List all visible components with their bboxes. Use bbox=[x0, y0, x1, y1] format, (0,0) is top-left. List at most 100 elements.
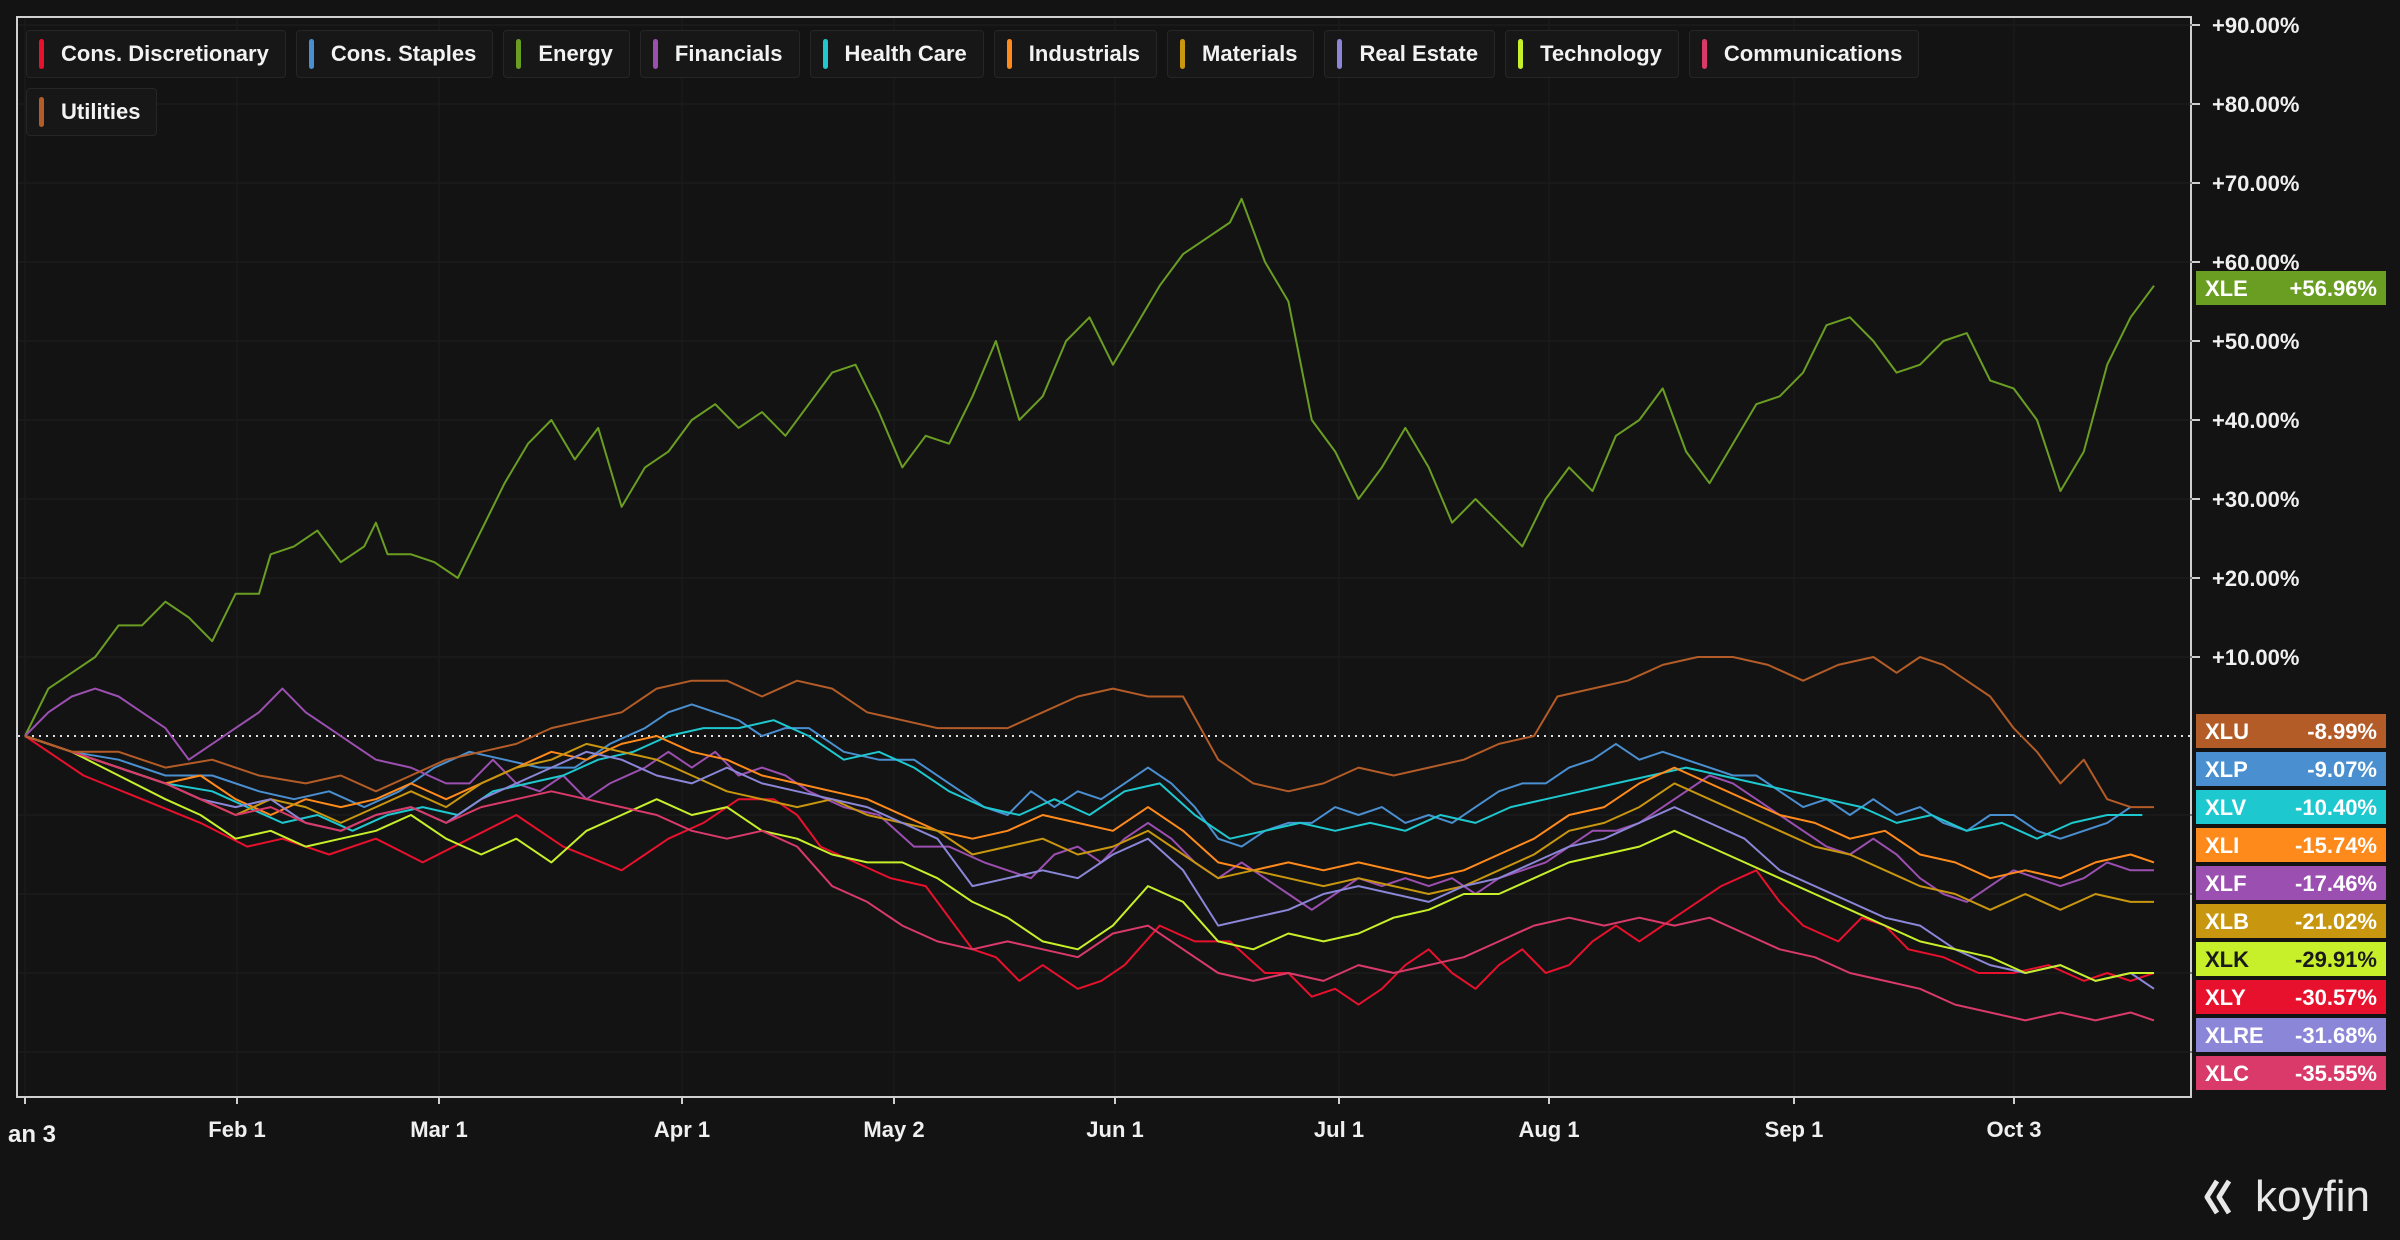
series-line-xlf bbox=[24, 687, 2154, 911]
price-badge-value: -35.55% bbox=[2295, 1061, 2377, 1086]
brand: koyfin bbox=[2203, 1172, 2370, 1222]
price-badge-xlu: XLU -8.99% bbox=[2196, 714, 2386, 748]
x-tick-label: Sep 1 bbox=[1765, 1117, 1824, 1142]
y-tick-label: +50.00% bbox=[2212, 329, 2299, 354]
legend-item-xlc[interactable]: Communications bbox=[1688, 30, 1920, 78]
price-badge-xli: XLI -15.74% bbox=[2196, 828, 2386, 862]
legend-label: Energy bbox=[538, 41, 613, 66]
x-tick-label: an 3 bbox=[8, 1121, 56, 1148]
y-tick-label: +80.00% bbox=[2212, 92, 2299, 117]
price-badge-xly: XLY -30.57% bbox=[2196, 980, 2386, 1014]
legend-label: Health Care bbox=[844, 41, 967, 66]
price-badges: XLE +56.96% XLU -8.99% XLP -9.07% XLV -10.40% XL… bbox=[2196, 271, 2386, 1090]
price-badge-value: -30.57% bbox=[2295, 985, 2377, 1010]
legend-swatch bbox=[516, 39, 522, 69]
series-line-xlv bbox=[24, 719, 2143, 840]
price-badge-bg bbox=[2196, 1018, 2386, 1052]
price-badge-bg bbox=[2196, 904, 2386, 938]
legend-swatch bbox=[39, 39, 44, 69]
x-tick-label: Apr 1 bbox=[654, 1117, 710, 1142]
legend-swatch bbox=[1180, 39, 1186, 69]
price-badge-bg bbox=[2196, 752, 2386, 786]
legend-swatch bbox=[1006, 39, 1012, 69]
legend-label: Cons. Discretionary bbox=[61, 41, 269, 66]
y-tick-label: +40.00% bbox=[2212, 408, 2299, 433]
legend-swatch bbox=[1701, 39, 1707, 69]
legend-item-xlk[interactable]: Technology bbox=[1505, 30, 1679, 78]
price-badge-xlc: XLC -35.55% bbox=[2196, 1056, 2386, 1090]
legend-label: Communications bbox=[1723, 41, 1903, 66]
legend: Cons. Discretionary Cons. Staples Energy Fi… bbox=[26, 30, 1926, 136]
price-badge-value: -15.74% bbox=[2295, 833, 2377, 858]
price-badge-bg bbox=[2196, 828, 2386, 862]
price-badge-ticker: XLK bbox=[2205, 947, 2249, 972]
price-badge-value: -31.68% bbox=[2295, 1023, 2377, 1048]
legend-item-xli[interactable]: Industrials bbox=[993, 30, 1158, 78]
price-badge-ticker: XLP bbox=[2205, 757, 2248, 782]
price-badge-ticker: XLU bbox=[2205, 719, 2249, 744]
x-tick-label: Aug 1 bbox=[1518, 1117, 1579, 1142]
price-badge-value: -10.40% bbox=[2295, 795, 2377, 820]
series-line-xlu bbox=[24, 656, 2154, 809]
price-badge-xle: XLE +56.96% bbox=[2196, 271, 2386, 305]
y-axis: +90.00% +80.00% +70.00% +60.00% +50.00% +40.0… bbox=[2192, 13, 2299, 670]
legend-item-xlv[interactable]: Health Care bbox=[809, 30, 984, 78]
price-badge-value: -9.07% bbox=[2307, 757, 2377, 782]
series-line-xlc bbox=[24, 735, 2155, 1022]
price-badge-ticker: XLRE bbox=[2205, 1023, 2264, 1048]
legend-item-xlu[interactable]: Utilities bbox=[26, 88, 158, 136]
y-tick-label: +10.00% bbox=[2212, 645, 2299, 670]
koyfin-logo-icon bbox=[2204, 1179, 2232, 1215]
price-badge-bg bbox=[2196, 790, 2386, 824]
legend-swatch bbox=[1518, 39, 1524, 69]
brand-name: koyfin bbox=[2255, 1172, 2370, 1221]
price-badge-ticker: XLI bbox=[2205, 833, 2239, 858]
legend-label: Financials bbox=[674, 41, 783, 66]
x-tick-label: Oct 3 bbox=[1986, 1117, 2041, 1142]
legend-label: Industrials bbox=[1028, 41, 1141, 66]
series-line-xle bbox=[24, 197, 2155, 737]
legend-swatch bbox=[308, 39, 314, 69]
legend-swatch bbox=[39, 97, 44, 127]
price-badge-ticker: XLE bbox=[2205, 276, 2248, 301]
price-badge-bg bbox=[2196, 980, 2386, 1014]
grid-lines bbox=[18, 18, 2192, 1096]
legend-item-xle[interactable]: Energy bbox=[503, 30, 630, 78]
legend-label: Materials bbox=[1202, 41, 1298, 66]
price-badge-xlb: XLB -21.02% bbox=[2196, 904, 2386, 938]
legend-item-xlre[interactable]: Real Estate bbox=[1324, 30, 1496, 78]
y-tick-label: +70.00% bbox=[2212, 171, 2299, 196]
legend-item-xlf[interactable]: Financials bbox=[639, 30, 800, 78]
y-tick-label: +90.00% bbox=[2212, 13, 2299, 38]
price-badge-bg bbox=[2196, 1056, 2386, 1090]
y-tick-label: +30.00% bbox=[2212, 487, 2299, 512]
x-tick-label: Mar 1 bbox=[410, 1117, 467, 1142]
legend-item-xlb[interactable]: Materials bbox=[1167, 30, 1315, 78]
series-line-xli bbox=[24, 735, 2155, 880]
price-badge-bg bbox=[2196, 866, 2386, 900]
price-badge-ticker: XLF bbox=[2205, 871, 2247, 896]
price-badge-value: -21.02% bbox=[2295, 909, 2377, 934]
legend-swatch bbox=[822, 39, 828, 69]
price-badge-value: -29.91% bbox=[2295, 947, 2377, 972]
y-tick-label: +60.00% bbox=[2212, 250, 2299, 275]
price-badge-xlre: XLRE -31.68% bbox=[2196, 1018, 2386, 1052]
legend-item-xlp[interactable]: Cons. Staples bbox=[295, 30, 494, 78]
price-badge-value: -17.46% bbox=[2295, 871, 2377, 896]
price-badge-value: +56.96% bbox=[2290, 276, 2377, 301]
series-line-xlb bbox=[24, 735, 2154, 911]
legend-item-xly[interactable]: Cons. Discretionary bbox=[26, 30, 286, 78]
x-tick-label: Jul 1 bbox=[1314, 1117, 1364, 1142]
legend-label: Cons. Staples bbox=[330, 41, 477, 66]
x-tick-label: May 2 bbox=[863, 1117, 924, 1142]
series-line-xlre bbox=[24, 735, 2155, 990]
price-badge-ticker: XLV bbox=[2205, 795, 2246, 820]
price-badge-xlf: XLF -17.46% bbox=[2196, 866, 2386, 900]
x-tick-label: Feb 1 bbox=[208, 1117, 265, 1142]
price-badge-bg bbox=[2196, 714, 2386, 748]
series-line-xlp bbox=[24, 703, 2132, 848]
series-lines bbox=[24, 197, 2155, 1022]
legend-label: Utilities bbox=[61, 99, 141, 124]
price-badge-ticker: XLB bbox=[2205, 909, 2249, 934]
